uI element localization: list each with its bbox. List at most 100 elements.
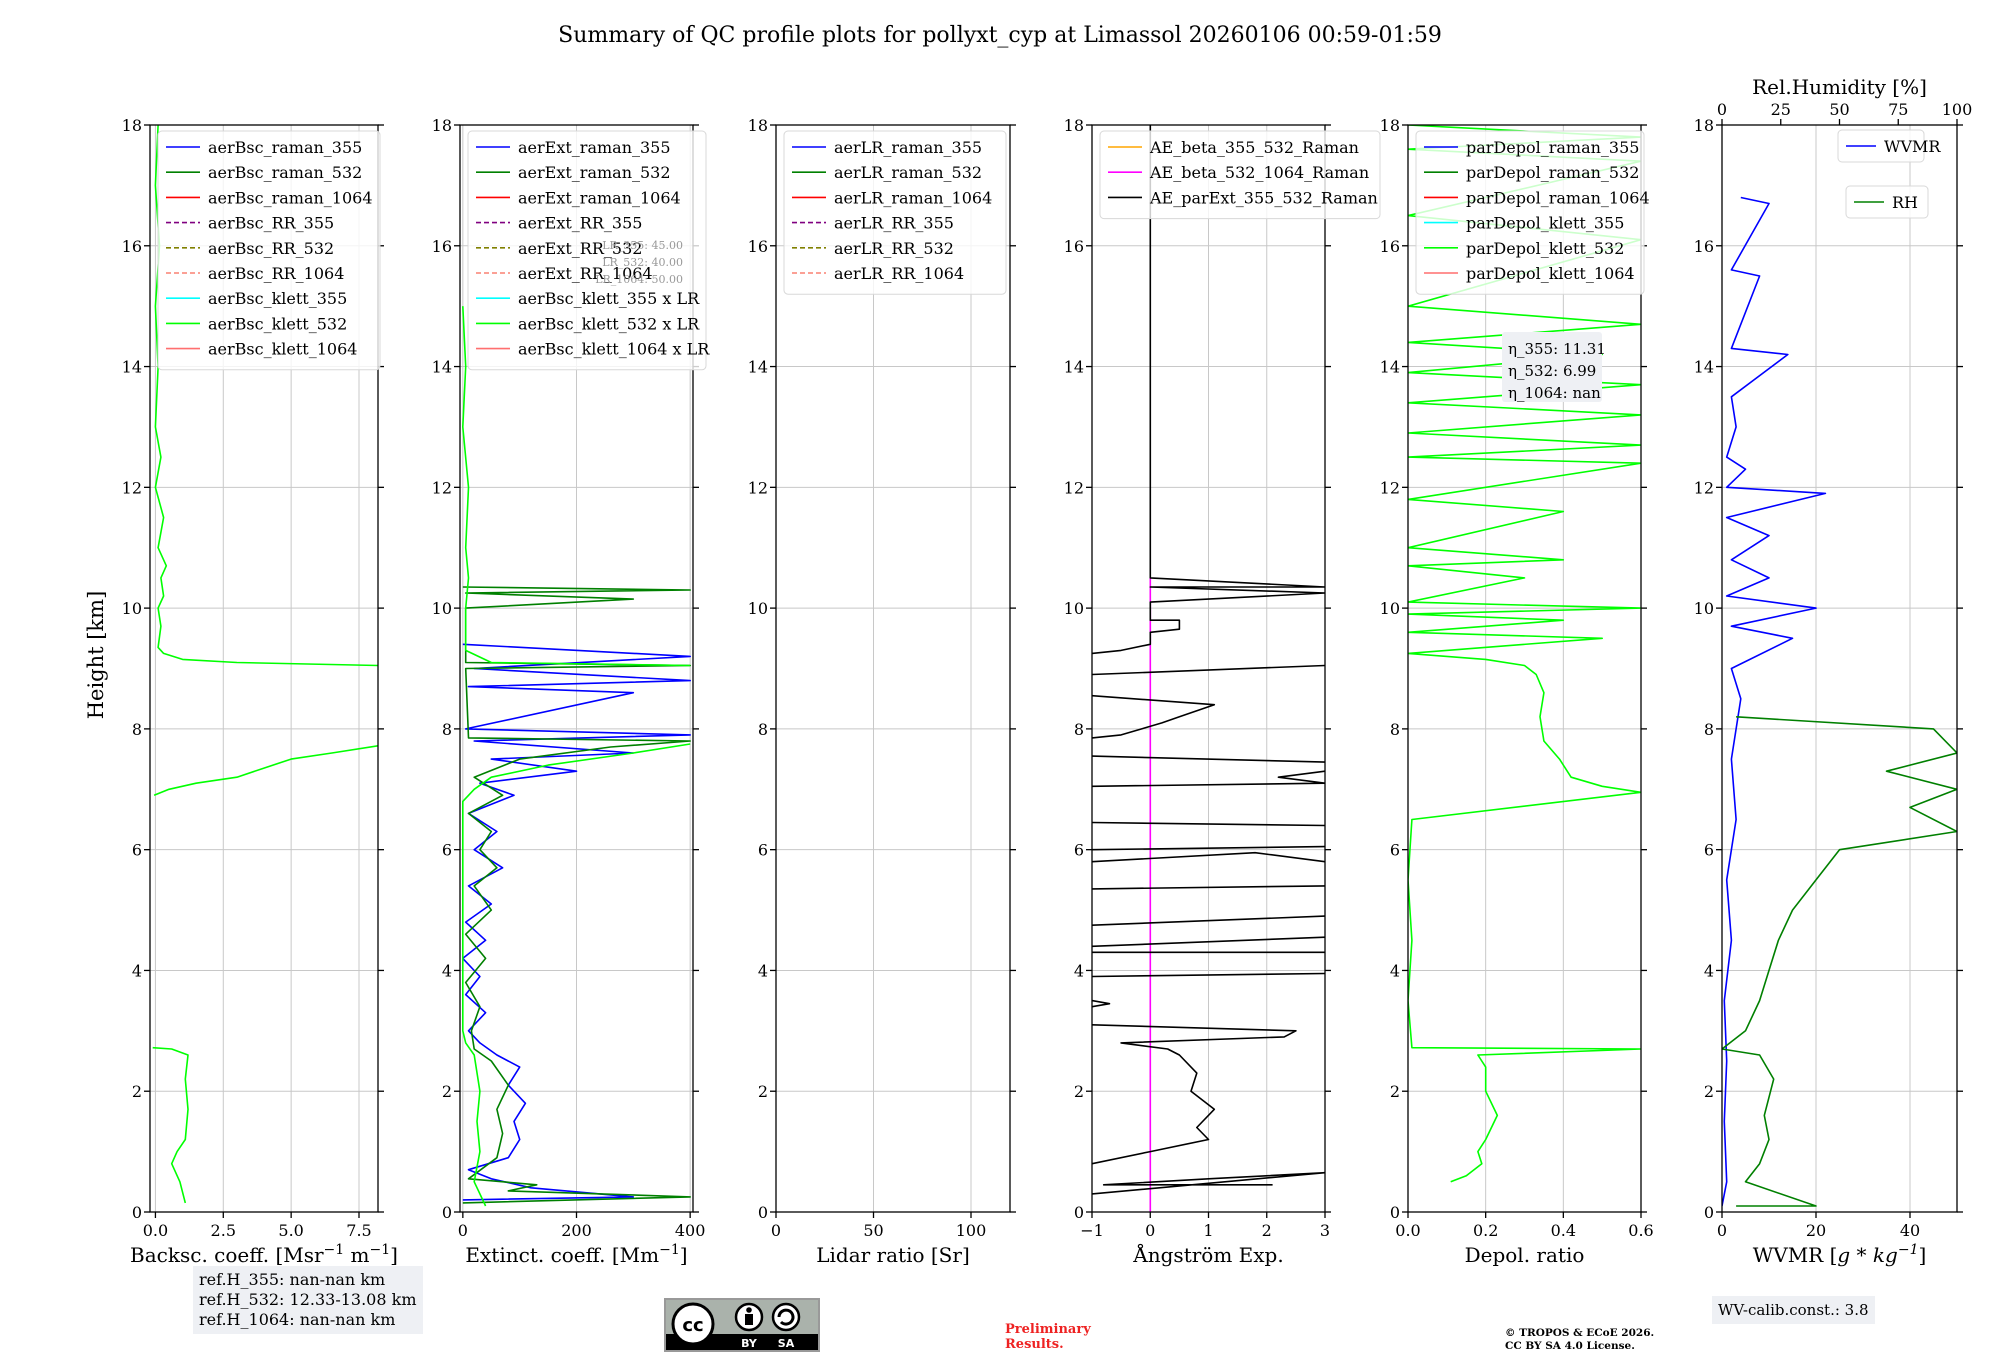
cc-by-label: BY xyxy=(741,1337,758,1350)
series-line-AE_parExt_355_532_Raman xyxy=(1092,972,1325,978)
x-tick-label: −1 xyxy=(1080,1221,1104,1240)
legend-label: parDepol_raman_355 xyxy=(1466,138,1639,157)
legend-label: aerBsc_klett_1064 x LR xyxy=(518,340,710,359)
series-line-AE_parExt_355_532_Raman xyxy=(1092,845,1325,851)
series-line-AE_parExt_355_532_Raman xyxy=(1092,694,1216,739)
legend-label: RH xyxy=(1892,193,1918,212)
series-line-aerBsc_klett_532 xyxy=(152,1046,189,1204)
series-line-AE_parExt_355_532_Raman xyxy=(1092,1171,1325,1195)
lr-annotation: LR_1064: 50.00 xyxy=(595,273,683,286)
y-tick-label: 6 xyxy=(1704,841,1714,860)
legend-box xyxy=(1099,130,1381,220)
legend-label: aerBsc_raman_532 xyxy=(208,163,362,182)
legend-label: aerExt_raman_1064 xyxy=(518,188,681,207)
y-tick-label: 4 xyxy=(1704,961,1714,980)
copyright-note: © TROPOS & ECoE 2026. CC BY SA 4.0 Licen… xyxy=(1505,1327,1654,1353)
x-tick-label: 0 xyxy=(1717,1221,1727,1240)
y-tick-label: 2 xyxy=(1390,1082,1400,1101)
y-tick-label: 8 xyxy=(132,720,142,739)
y-tick-label: 16 xyxy=(1694,237,1714,256)
ref-height-355: ref.H_355: nan-nan km xyxy=(199,1270,386,1289)
series-line-AE_parExt_355_532_Raman xyxy=(1092,664,1325,676)
legend-label: aerBsc_RR_532 xyxy=(208,239,334,258)
panel-2: 0 2 4 6 8 10 12 14 16 18 0 200 400 Extinct. coeff. [M… xyxy=(432,116,711,1267)
y-tick-label: 8 xyxy=(758,720,768,739)
y-tick-label: 2 xyxy=(1704,1082,1714,1101)
wv-calib-text: WV-calib.const.: 3.8 xyxy=(1718,1301,1869,1319)
x-tick-label: 7.5 xyxy=(346,1221,371,1240)
y-tick-label: 0 xyxy=(1390,1203,1400,1222)
lr-annotation: LR_532: 40.00 xyxy=(602,256,683,269)
panel-3: 0 2 4 6 8 10 12 14 16 18 0 50 100 Lidar ratio [Sr] aer… xyxy=(748,116,1016,1267)
preliminary-line-1: Preliminary xyxy=(1005,1322,1091,1337)
y-tick-label: 0 xyxy=(758,1203,768,1222)
series-line-AE_parExt_355_532_Raman xyxy=(1092,851,1325,863)
series-group xyxy=(152,125,378,1204)
x-tick-label: 200 xyxy=(561,1221,592,1240)
y-tick-label: 12 xyxy=(1064,478,1084,497)
legend-label: aerLR_raman_1064 xyxy=(834,188,992,207)
y-tick-label: 10 xyxy=(122,599,142,618)
series-line-AE_parExt_355_532_Raman xyxy=(1092,755,1325,763)
series-line-AE_parExt_355_532_Raman xyxy=(1092,936,1325,948)
legend-box xyxy=(157,130,381,371)
y-tick-label: 16 xyxy=(432,237,452,256)
axes-frame xyxy=(775,124,1011,1213)
y-tick-label: 12 xyxy=(122,478,142,497)
preliminary-note: Preliminary Results. xyxy=(1005,1322,1091,1352)
legend-label: aerExt_raman_532 xyxy=(518,163,671,182)
y-tick-label: 16 xyxy=(1380,237,1400,256)
legend-label: aerLR_raman_355 xyxy=(834,138,982,157)
y-tick-label: 16 xyxy=(1064,237,1084,256)
y-tick-label: 6 xyxy=(132,841,142,860)
legend-label: aerLR_RR_532 xyxy=(834,239,954,258)
y-tick-label: 0 xyxy=(1704,1203,1714,1222)
x-axis-label: Lidar ratio [Sr] xyxy=(816,1243,970,1267)
x-tick-label: 0 xyxy=(771,1221,781,1240)
legend-label: aerLR_RR_1064 xyxy=(834,264,964,283)
eta-annotation: η_532: 6.99 xyxy=(1508,362,1596,380)
series-line-WVMR xyxy=(1722,196,1827,1207)
x-tick-label: 3 xyxy=(1320,1221,1330,1240)
x-tick-label: 0 xyxy=(458,1221,468,1240)
y-tick-label: 6 xyxy=(442,841,452,860)
y-tick-label: 0 xyxy=(1074,1203,1084,1222)
y-tick-label: 12 xyxy=(1694,478,1714,497)
legend-label: aerExt_RR_532 xyxy=(518,239,642,258)
preliminary-line-2: Results. xyxy=(1005,1337,1064,1352)
axes-frame xyxy=(1407,124,1642,1213)
x-tick-label: 2.5 xyxy=(211,1221,236,1240)
y-tick-label: 8 xyxy=(1704,720,1714,739)
series-line-aerBsc_klett_532 x LR xyxy=(461,306,691,667)
y-tick-label: 10 xyxy=(1380,599,1400,618)
copyright-line-2: CC BY SA 4.0 License. xyxy=(1505,1340,1635,1352)
x-tick-label: 40 xyxy=(1900,1221,1920,1240)
x-tick-label: 100 xyxy=(956,1221,987,1240)
y-tick-label: 0 xyxy=(442,1203,452,1222)
y-tick-label: 14 xyxy=(432,358,452,377)
y-tick-label: 6 xyxy=(758,841,768,860)
ref-height-532: ref.H_532: 12.33-13.08 km xyxy=(199,1290,417,1309)
legend-label: aerExt_RR_355 xyxy=(518,214,642,233)
y-tick-label: 4 xyxy=(132,961,142,980)
y-tick-label: 16 xyxy=(122,237,142,256)
copyright-line-1: © TROPOS & ECoE 2026. xyxy=(1505,1327,1655,1339)
legend-label: aerBsc_klett_355 xyxy=(208,289,347,308)
series-line-AE_parExt_355_532_Raman xyxy=(1092,1024,1297,1165)
x-tick-label: 20 xyxy=(1806,1221,1826,1240)
y-tick-label: 2 xyxy=(132,1082,142,1101)
x-tick-label: 50 xyxy=(863,1221,883,1240)
cc-license-badge: cc BY SA xyxy=(664,1298,820,1352)
series-line-AE_parExt_355_532_Raman xyxy=(1092,885,1325,890)
x-tick-label: 400 xyxy=(675,1221,706,1240)
series-line-aerExt_raman_355 xyxy=(461,643,692,1201)
y-tick-label: 10 xyxy=(1694,599,1714,618)
y-tick-label: 6 xyxy=(1074,841,1084,860)
legend-label: aerBsc_raman_1064 xyxy=(208,188,373,207)
legend-label: aerBsc_RR_355 xyxy=(208,214,334,233)
axes-frame xyxy=(149,124,379,1213)
series-line-RH xyxy=(1722,716,1957,1207)
series-line-aerBsc_klett_532 xyxy=(154,125,378,667)
legend-box xyxy=(1415,130,1645,295)
y-tick-label: 12 xyxy=(1380,478,1400,497)
